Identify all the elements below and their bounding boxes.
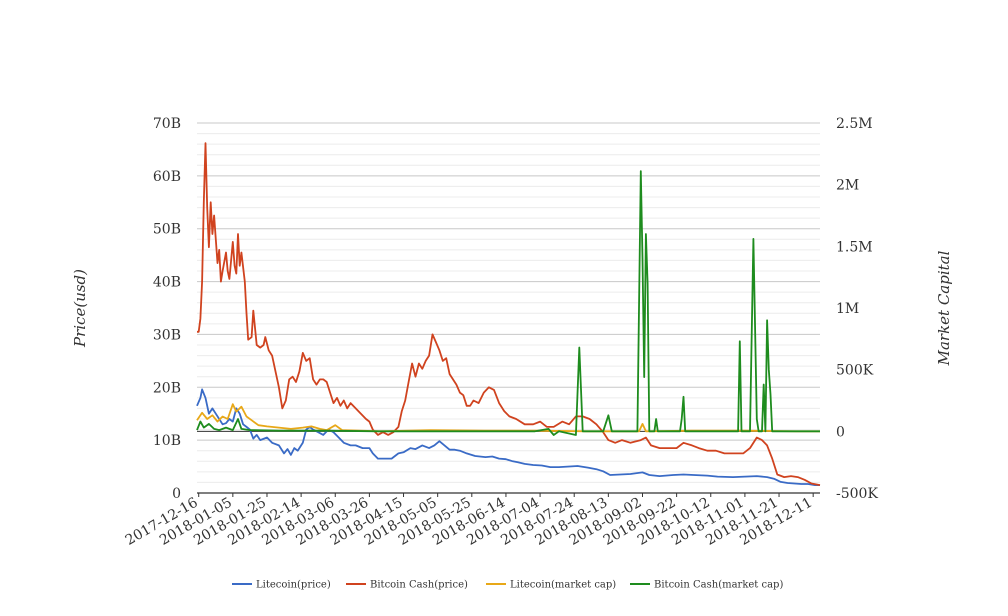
right-tick-label: 500K xyxy=(836,363,874,379)
left-tick-label: 30B xyxy=(153,327,181,343)
legend: Litecoin(price) Bitcoin Cash(price) Liteco… xyxy=(232,580,783,591)
series-line-bitcoin-cash-market-cap xyxy=(196,170,820,436)
left-tick-label: 50B xyxy=(153,222,181,238)
legend-label: Litecoin(price) xyxy=(256,580,331,591)
right-axis-ticks: -500K 0 500K 1M 1.5M 2M 2.5M xyxy=(836,116,878,502)
legend-label: Bitcoin Cash(market cap) xyxy=(654,580,783,591)
series-line-bitcoin-cash-price xyxy=(197,142,821,486)
left-tick-label: 70B xyxy=(153,116,181,132)
left-tick-label: 40B xyxy=(153,275,181,291)
left-tick-label: 0 xyxy=(172,486,181,502)
left-tick-label: 60B xyxy=(153,169,181,185)
right-tick-label: 2M xyxy=(836,178,859,194)
left-tick-label: 20B xyxy=(153,380,181,396)
right-tick-label: 1.5M xyxy=(836,239,873,255)
right-tick-label: 2.5M xyxy=(836,116,873,132)
series-line-litecoin-price xyxy=(196,388,820,486)
series-line-litecoin-market-cap xyxy=(196,403,820,433)
right-tick-label: -500K xyxy=(836,486,878,502)
y-axis-title-right: Market Capital xyxy=(935,250,953,366)
left-axis-ticks: 0 10B 20B 30B 40B 50B 60B 70B xyxy=(153,116,181,502)
legend-label: Litecoin(market cap) xyxy=(510,580,616,591)
x-axis-ticks: 2017-12-162018-01-052018-01-252018-02-14… xyxy=(123,493,815,549)
right-tick-label: 1M xyxy=(836,301,859,317)
left-tick-label: 10B xyxy=(153,433,181,449)
legend-label: Bitcoin Cash(price) xyxy=(370,580,468,591)
right-tick-label: 0 xyxy=(836,424,845,440)
series-lines xyxy=(196,142,821,486)
y-axis-title-left: Price(usd) xyxy=(71,269,89,348)
